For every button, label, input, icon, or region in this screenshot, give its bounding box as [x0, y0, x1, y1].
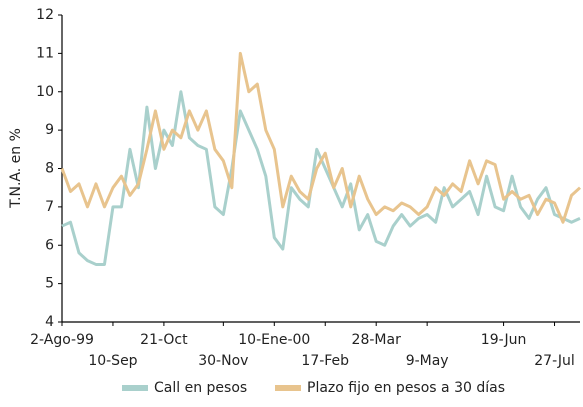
y-tick-label: 11: [36, 45, 54, 61]
y-tick-label: 9: [45, 122, 54, 138]
y-tick-label: 10: [36, 84, 54, 100]
y-tick-label: 6: [45, 237, 54, 253]
x-tick-label: 17-Feb: [301, 353, 349, 369]
legend-label: Call en pesos: [154, 380, 247, 396]
y-tick-label: 8: [45, 161, 54, 177]
series-line: [60, 51, 582, 224]
legend-label: Plazo fijo en pesos a 30 días: [307, 380, 505, 396]
x-tick-label: 21-Oct: [140, 332, 188, 348]
x-tick-label: 19-Jun: [481, 332, 527, 348]
x-tick-label: 30-Nov: [198, 353, 248, 369]
x-tick-label: 9-May: [406, 353, 449, 369]
x-tick-label: 10-Sep: [88, 353, 137, 369]
x-tick-label: 27-Jul: [534, 353, 575, 369]
y-tick-label: 12: [36, 7, 54, 23]
x-tick-label: 2-Ago-99: [30, 332, 94, 348]
y-tick-label: 4: [45, 314, 54, 330]
y-axis-label: T.N.A. en %: [8, 128, 24, 209]
x-tick-label: 10-Ene-00: [238, 332, 310, 348]
y-tick-label: 7: [45, 199, 54, 215]
x-tick-label: 28-Mar: [352, 332, 402, 348]
y-tick-label: 5: [45, 276, 54, 292]
